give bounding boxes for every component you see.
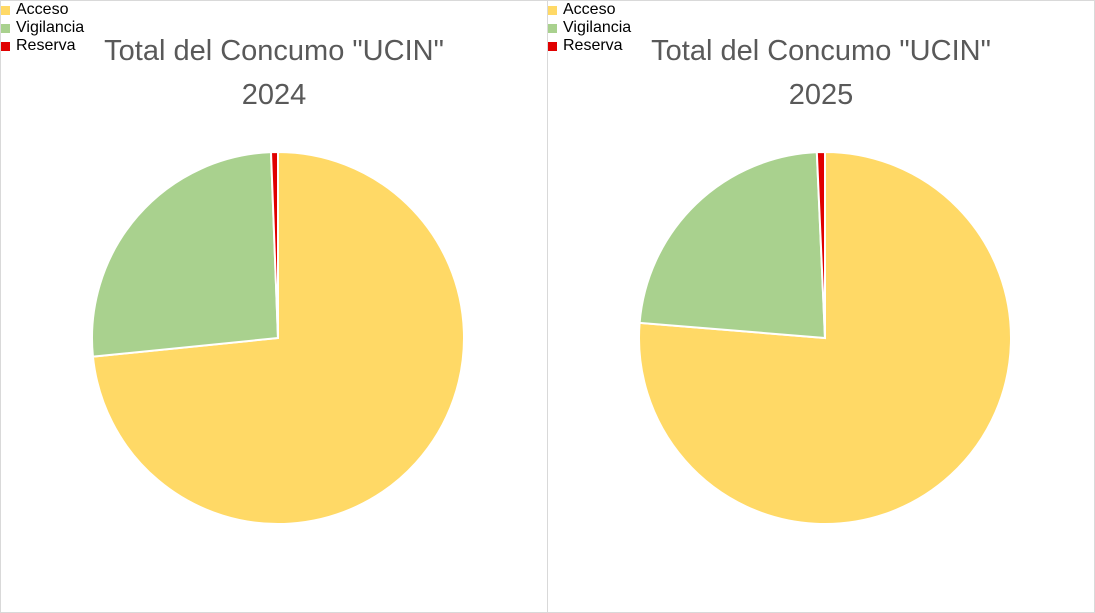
legend-item: Reserva	[1, 37, 547, 55]
legend: Acceso Vigilancia Reserva	[548, 1, 1094, 55]
pie-chart	[91, 150, 465, 525]
legend-item: Acceso	[1, 1, 547, 19]
legend-label: Reserva	[563, 37, 623, 54]
legend-label: Reserva	[16, 37, 76, 54]
legend-swatch	[1, 23, 10, 33]
pie-slice	[638, 151, 827, 340]
pie-slice	[269, 150, 279, 339]
chart-title: Total del Concumo "UCIN" 2024	[104, 35, 444, 111]
legend: Acceso Vigilancia Reserva	[1, 1, 547, 55]
legend-label: Vigilancia	[16, 19, 85, 36]
legend-label: Acceso	[563, 1, 616, 18]
legend-item: Vigilancia	[1, 19, 547, 37]
legend-item: Reserva	[548, 37, 1094, 55]
pie-slice	[91, 151, 280, 358]
legend-label: Vigilancia	[563, 19, 632, 36]
legend-item: Vigilancia	[548, 19, 1094, 37]
legend-swatch	[1, 5, 10, 15]
chart-title: Total del Concumo "UCIN" 2025	[651, 35, 991, 111]
chart-panel: Total del Concumo "UCIN" 2024 Acceso Vigil…	[1, 1, 547, 612]
legend-item: Acceso	[548, 1, 1094, 19]
pie-chart	[638, 150, 1012, 525]
legend-label: Acceso	[16, 1, 69, 18]
legend-swatch	[1, 41, 10, 51]
legend-swatch	[548, 23, 557, 33]
legend-swatch	[548, 5, 557, 15]
legend-swatch	[548, 41, 557, 51]
chart-panel: Total del Concumo "UCIN" 2025 Acceso Vigil…	[547, 1, 1094, 612]
pie-slice	[815, 150, 826, 339]
